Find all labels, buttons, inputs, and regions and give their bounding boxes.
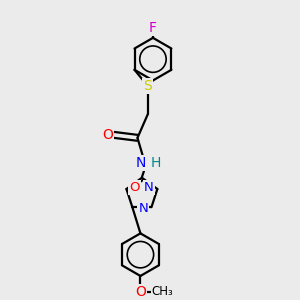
Text: O: O (130, 181, 140, 194)
Text: H: H (151, 156, 161, 170)
Text: N: N (138, 202, 148, 215)
Text: N: N (144, 181, 154, 194)
Text: O: O (135, 285, 146, 299)
Text: S: S (143, 79, 152, 93)
Text: CH₃: CH₃ (152, 285, 173, 298)
Text: O: O (102, 128, 113, 142)
Text: N: N (135, 156, 146, 170)
Text: F: F (149, 20, 157, 34)
